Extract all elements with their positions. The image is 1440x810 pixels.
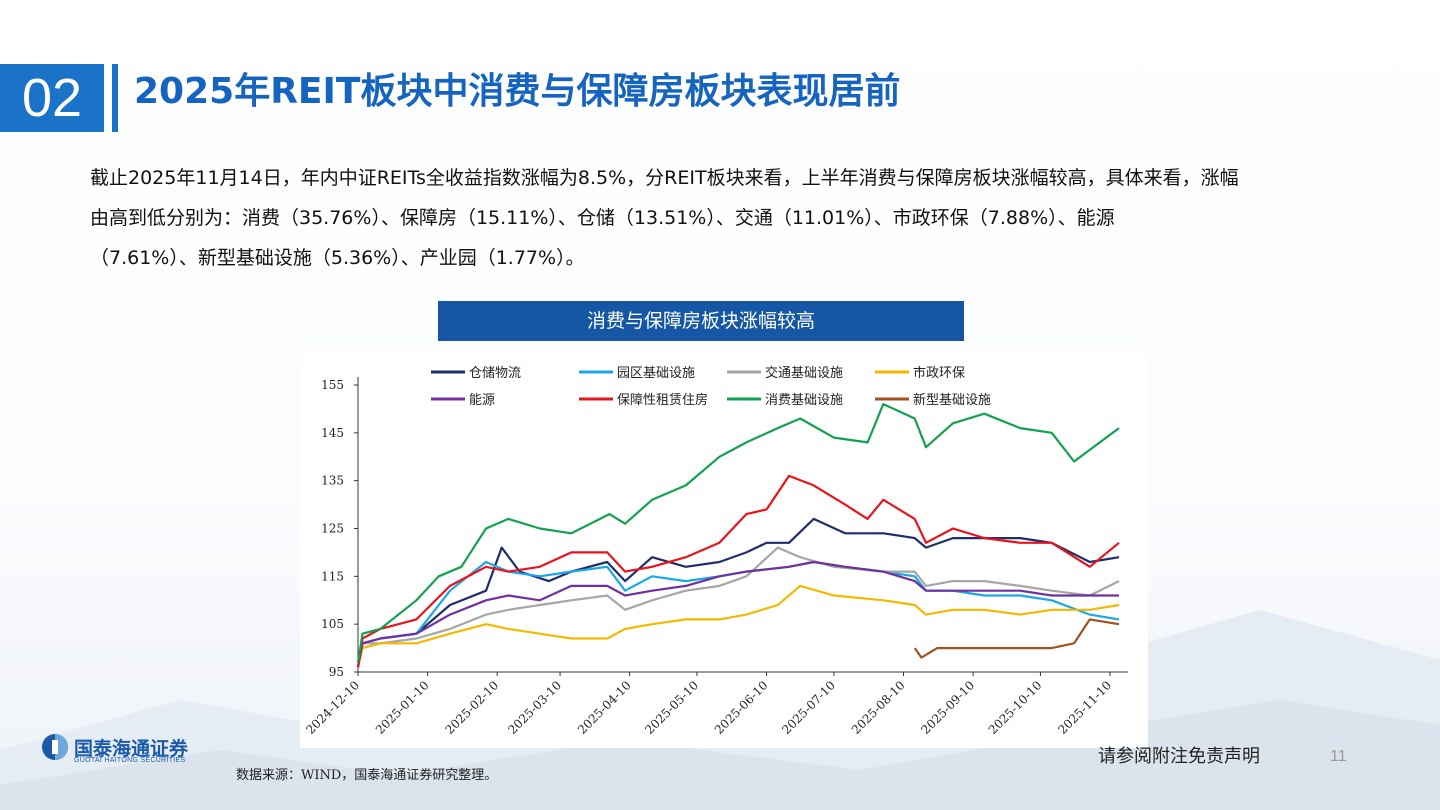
x-tick-label: 2025-09-10 — [918, 678, 977, 737]
series-line-0 — [356, 517, 1120, 668]
y-tick-label: 125 — [321, 522, 344, 536]
x-tick-label: 2025-02-10 — [442, 678, 501, 737]
series-line-5 — [356, 474, 1120, 668]
logo-name: 国泰海通证券 — [74, 738, 189, 760]
summary-paragraph: 截止2025年11月14日，年内中证REITs全收益指数涨幅为8.5%，分REI… — [90, 158, 1420, 278]
y-tick-label: 115 — [321, 569, 344, 583]
x-tick-label: 2025-10-10 — [986, 678, 1045, 737]
series-line-6 — [356, 402, 1120, 663]
disclaimer-link[interactable]: 请参阅附注免责声明 — [1098, 746, 1260, 767]
section-divider-bar — [112, 64, 118, 132]
y-tick-label: 155 — [321, 378, 344, 392]
company-logo: 国泰海通证券 GUOTAI HAITONG SECURITIES — [40, 732, 230, 768]
series-line-7 — [913, 618, 1120, 659]
y-tick-label: 105 — [321, 617, 344, 631]
logo-icon — [42, 734, 68, 760]
legend-label: 保障性租赁住房 — [617, 392, 708, 408]
chart-title-banner: 消费与保障房板块涨幅较高 — [438, 301, 964, 341]
x-tick-label: 2024-12-10 — [303, 678, 362, 737]
x-tick-label: 2025-08-10 — [849, 678, 908, 737]
x-tick-label: 2025-11-10 — [1055, 678, 1114, 737]
series-line-4 — [356, 560, 1119, 668]
summary-line-3: （7.61%）、新型基础设施（5.36%）、产业园（1.77%）。 — [90, 247, 585, 269]
section-number-badge: 02 — [0, 64, 104, 132]
legend-label: 能源 — [469, 393, 495, 408]
y-tick-label: 95 — [329, 665, 344, 679]
summary-line-1: 截止2025年11月14日，年内中证REITs全收益指数涨幅为8.5%，分REI… — [90, 167, 1239, 189]
x-tick-label: 2025-01-10 — [373, 678, 432, 737]
chart-series-lines — [356, 402, 1120, 668]
x-tick-label: 2025-06-10 — [712, 678, 771, 737]
legend-label: 市政环保 — [913, 365, 965, 381]
series-line-3 — [356, 584, 1120, 668]
legend-label: 仓储物流 — [469, 366, 521, 381]
chart-container: 仓储物流 园区基础设施 交通基础设施 市政环保能源 保障性租赁住房 消费基础设施 新型基础设… — [300, 348, 1148, 748]
data-source-note: 数据来源：WIND，国泰海通证券研究整理。 — [236, 768, 498, 783]
page-number: 11 — [1330, 748, 1347, 765]
summary-line-2: 由高到低分别为：消费（35.76%）、保障房（15.11%）、仓储（13.51%… — [90, 207, 1115, 229]
legend-label: 新型基础设施 — [913, 392, 991, 408]
y-tick-label: 135 — [321, 474, 344, 488]
page-title: 2025年REIT板块中消费与保障房板块表现居前 — [134, 71, 901, 112]
legend-label: 园区基础设施 — [617, 366, 695, 381]
x-tick-label: 2025-07-10 — [779, 678, 838, 737]
x-tick-label: 2025-03-10 — [505, 678, 564, 737]
series-line-2 — [356, 546, 1120, 668]
x-tick-label: 2025-05-10 — [642, 678, 701, 737]
x-tick-label: 2025-04-10 — [575, 678, 634, 737]
chart-axes: 95 105 115 125 135 145 155 2024-12-10 2025-01-10… — [303, 377, 1128, 737]
series-line-1 — [356, 560, 1120, 668]
logo-subtitle: GUOTAI HAITONG SECURITIES — [74, 757, 186, 764]
legend-label: 交通基础设施 — [765, 365, 843, 381]
y-tick-label: 145 — [321, 426, 344, 440]
legend-label: 消费基础设施 — [765, 393, 843, 408]
